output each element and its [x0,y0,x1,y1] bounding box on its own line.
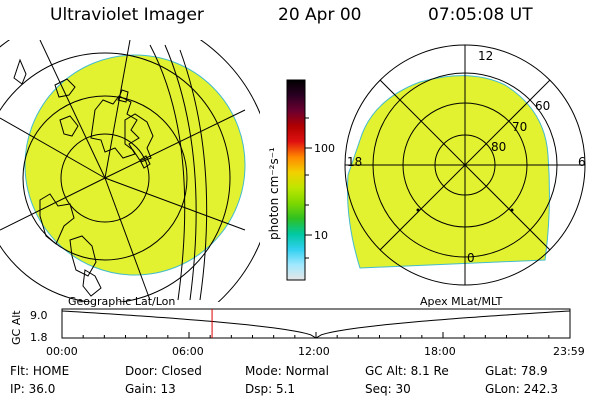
status-flt: Flt: HOME [10,364,70,378]
meridian-curve [179,49,208,301]
status-glat: GLat: 78.9 [485,364,548,378]
magnetic-polar-plot [344,44,586,286]
coastlines [13,58,154,297]
altitude-ytick-min: 1.8 [30,331,48,344]
right-image-region [347,75,550,269]
colorbar-tick-10: 10 [314,229,328,242]
altitude-plot [61,308,571,339]
meridian-curve [164,44,197,301]
altitude-xtick-3: 18:00 [424,345,456,358]
colorbar [286,79,306,281]
colorbar-ticks [305,117,312,259]
mlat-label-60: 60 [535,99,550,113]
lat-circle [22,95,188,261]
status-ip: IP: 36.0 [10,382,56,396]
mlt-lines [345,45,585,285]
status-gain: Gain: 13 [125,382,176,396]
status-door: Door: Closed [125,364,202,378]
altitude-xtick-2: 12:00 [298,345,330,358]
lon-line [0,117,106,179]
lon-line [104,177,151,301]
status-gc-alt: GC Alt: 8.1 Re [365,364,449,378]
geographic-map [0,40,260,302]
mlat-label-80: 80 [491,140,506,154]
left-image-disk [24,54,246,276]
altitude-x-ticks [61,332,571,338]
date-label: 20 Apr 00 [278,5,362,25]
mlat-label-70: 70 [512,120,527,134]
status-glon: GLon: 242.3 [485,382,558,396]
mlt-label-18: 18 [347,155,362,169]
meridian-curve [149,44,186,301]
lat-circle [0,52,231,302]
status-dsp: Dsp: 5.1 [245,382,296,396]
time-label: 07:05:08 UT [428,5,533,25]
lon-line [104,109,246,179]
colorbar-tick-100: 100 [314,142,335,155]
mlt-label-6: 6 [578,155,586,169]
lat-lon-grid [0,40,260,302]
instrument-title: Ultraviolet Imager [50,5,204,25]
right-map-caption: Apex MLat/MLT [420,295,503,308]
altitude-ylabel: GC Alt [10,310,23,345]
altitude-xtick-4: 23:59 [553,345,585,358]
lon-line [104,177,246,231]
altitude-xtick-1: 06:00 [172,345,204,358]
lon-line [39,40,106,179]
left-map-caption: Geographic Lat/Lon [68,295,175,308]
status-mode: Mode: Normal [245,364,329,378]
lon-line [104,40,131,179]
mlt-label-12: 12 [478,49,493,63]
mlt-label-0: 0 [467,251,475,265]
lat-circle [60,133,150,223]
status-seq: Seq: 30 [365,382,411,396]
altitude-ytick-max: 9.0 [30,309,48,322]
colorbar-unit-label: photon cm⁻²s⁻¹ [267,147,281,240]
lon-line [0,177,106,231]
altitude-xtick-0: 00:00 [46,345,78,358]
